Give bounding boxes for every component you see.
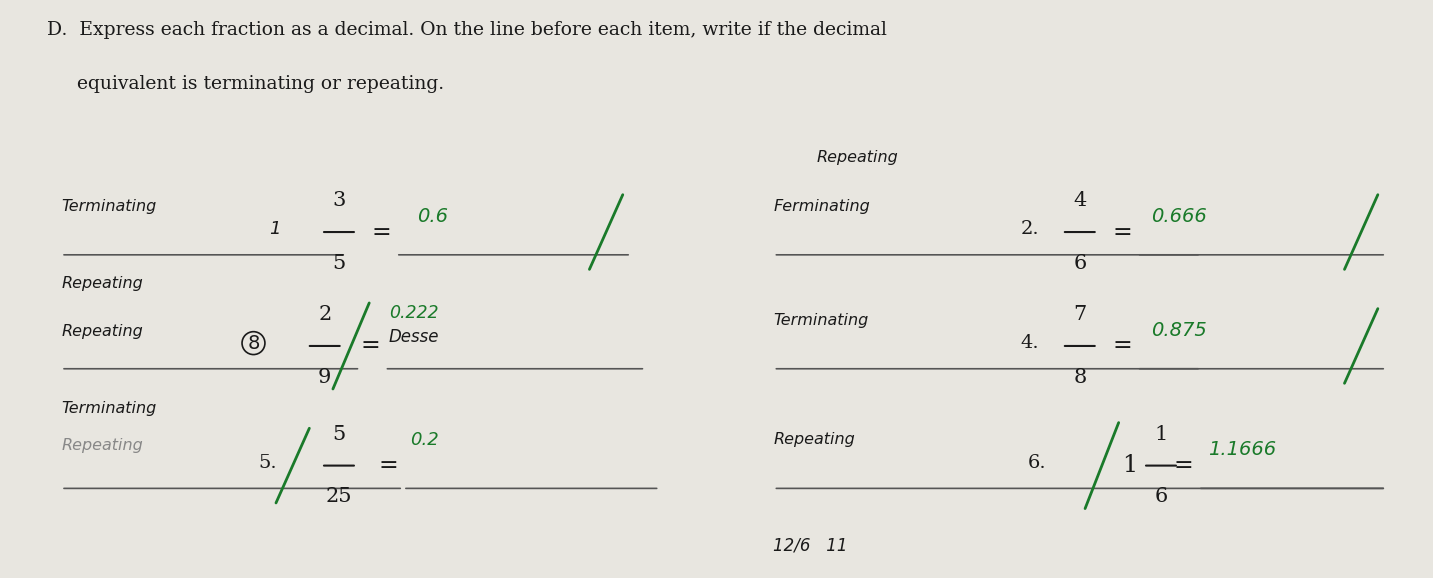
Text: 0.6: 0.6 [417, 206, 449, 225]
Text: 6: 6 [1155, 487, 1168, 506]
Text: 2: 2 [318, 305, 331, 324]
Text: 0.666: 0.666 [1151, 206, 1207, 225]
Text: =: = [378, 454, 398, 477]
Text: Terminating: Terminating [774, 313, 868, 328]
Text: 8: 8 [1073, 368, 1086, 387]
Text: equivalent is terminating or repeating.: equivalent is terminating or repeating. [47, 75, 444, 94]
Text: 8: 8 [248, 334, 259, 353]
Text: 5: 5 [332, 254, 345, 273]
Text: =: = [361, 335, 380, 357]
Text: 1: 1 [1122, 454, 1138, 477]
Text: =: = [371, 221, 391, 243]
Text: Repeating: Repeating [62, 324, 143, 339]
Text: 0.222: 0.222 [388, 304, 438, 322]
Text: Terminating: Terminating [62, 401, 156, 416]
Text: 12/6   11: 12/6 11 [774, 536, 848, 554]
Text: 25: 25 [325, 487, 353, 506]
Text: 4.: 4. [1020, 334, 1039, 352]
Text: 0.875: 0.875 [1151, 321, 1207, 339]
Text: Ferminating: Ferminating [774, 199, 870, 214]
Text: =: = [1112, 335, 1132, 357]
Text: 7: 7 [1073, 305, 1086, 324]
Text: 6: 6 [1073, 254, 1086, 273]
Text: Terminating: Terminating [62, 199, 156, 214]
Text: =: = [1112, 221, 1132, 243]
Text: 1: 1 [269, 220, 281, 238]
Text: 1.1666: 1.1666 [1208, 440, 1277, 459]
Text: Repeating: Repeating [62, 438, 143, 453]
Text: Repeating: Repeating [62, 276, 143, 291]
Text: 6.: 6. [1027, 454, 1046, 472]
Text: 2.: 2. [1020, 220, 1039, 238]
Text: 5: 5 [332, 425, 345, 444]
Text: 9: 9 [318, 368, 331, 387]
Text: 3: 3 [332, 191, 345, 210]
Text: =: = [1174, 454, 1194, 477]
Text: 4: 4 [1073, 191, 1086, 210]
Text: Desse: Desse [388, 328, 440, 346]
Text: 1: 1 [1155, 425, 1168, 444]
Text: Repeating: Repeating [774, 432, 856, 447]
Text: 0.2: 0.2 [410, 431, 438, 449]
Text: Repeating: Repeating [817, 150, 898, 165]
Text: 5.: 5. [258, 454, 277, 472]
Text: D.  Express each fraction as a decimal. On the line before each item, write if t: D. Express each fraction as a decimal. O… [47, 21, 887, 39]
